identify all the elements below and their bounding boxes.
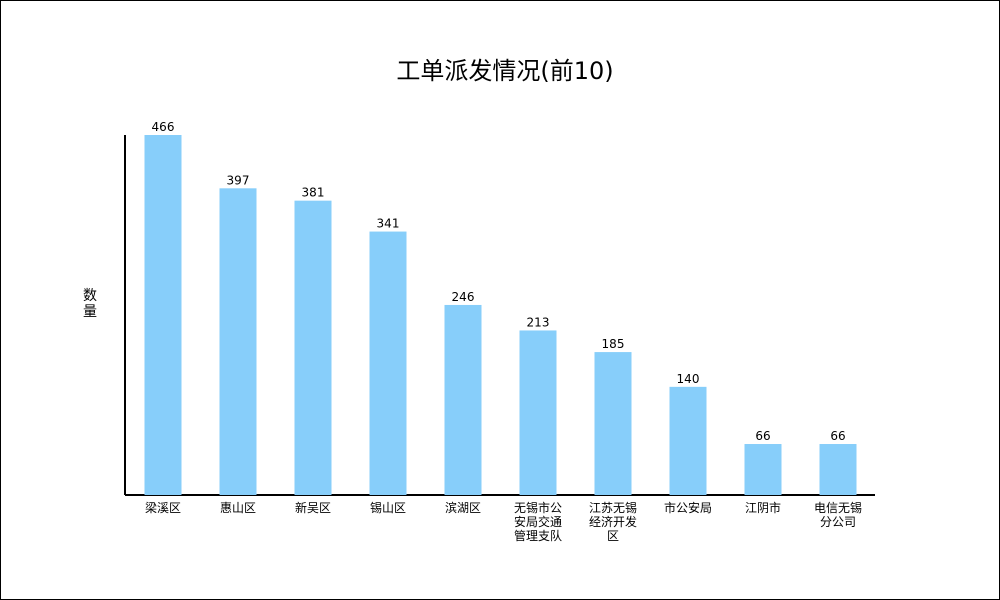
bar	[219, 188, 257, 495]
x-tick-label: 江苏无锡经济开发区	[589, 500, 637, 543]
bars-group	[144, 135, 857, 496]
bar-value-label: 66	[755, 429, 770, 443]
x-tick-label: 滨湖区	[445, 500, 481, 515]
bar-value-label: 381	[302, 186, 325, 200]
bar-value-label: 246	[452, 290, 475, 304]
bar	[144, 135, 182, 495]
bar-value-label: 66	[830, 429, 845, 443]
x-tick-label-line: 惠山区	[220, 501, 256, 515]
bar-value-label: 341	[377, 217, 400, 231]
x-tick-label: 江阴市	[745, 500, 781, 515]
bar-value-label: 466	[152, 120, 175, 134]
bar	[369, 231, 407, 495]
x-tick-label: 惠山区	[220, 501, 256, 515]
bar	[294, 200, 332, 496]
value-labels-group: 466 397 381 341 246 213 185 140 66 66	[152, 120, 846, 443]
x-tick-label-line: 市公安局	[664, 500, 712, 515]
x-tick-label-line: 管理支队	[514, 528, 562, 543]
x-tick-label-line: 分公司	[820, 515, 856, 529]
bar-value-label: 140	[677, 372, 700, 386]
x-tick-label-line: 江阴市	[745, 500, 781, 515]
x-tick-label-line: 安局交通	[514, 514, 562, 529]
x-tick-label: 电信无锡分公司	[814, 500, 862, 529]
x-tick-label: 市公安局	[664, 500, 712, 515]
x-tick-label-line: 新吴区	[295, 500, 331, 515]
y-axis-label-char: 量	[83, 304, 97, 320]
x-labels-group: 梁溪区 惠山区 新吴区 锡山区 滨湖区 无锡市公安局交通管理支队江苏无锡经济开发区市公安局…	[145, 500, 862, 543]
x-tick-label: 新吴区	[295, 500, 331, 515]
x-tick-label: 无锡市公安局交通管理支队	[514, 500, 562, 543]
bar-value-label: 185	[602, 337, 625, 351]
bar	[519, 330, 557, 495]
x-tick-label-line: 无锡市公	[514, 500, 562, 515]
x-tick-label: 锡山区	[370, 500, 406, 515]
bar	[744, 444, 782, 495]
x-tick-label-line: 区	[607, 529, 619, 543]
bar	[444, 304, 482, 495]
bar-value-label: 213	[527, 315, 550, 329]
bar	[819, 444, 857, 495]
x-tick-label-line: 滨湖区	[445, 500, 481, 515]
bar	[669, 386, 707, 495]
y-axis-label-char: 数	[83, 288, 97, 304]
x-tick-label-line: 梁溪区	[145, 500, 181, 515]
x-tick-label-line: 电信无锡	[814, 500, 862, 515]
bar	[594, 352, 632, 495]
bar-value-label: 397	[227, 173, 250, 187]
x-tick-label-line: 经济开发	[589, 514, 637, 529]
x-tick-label: 梁溪区	[145, 500, 181, 515]
y-axis-label: 数量	[83, 288, 97, 320]
x-tick-label-line: 锡山区	[370, 500, 406, 515]
x-tick-label-line: 江苏无锡	[589, 500, 637, 515]
chart-title: 工单派发情况(前10)	[396, 57, 613, 85]
